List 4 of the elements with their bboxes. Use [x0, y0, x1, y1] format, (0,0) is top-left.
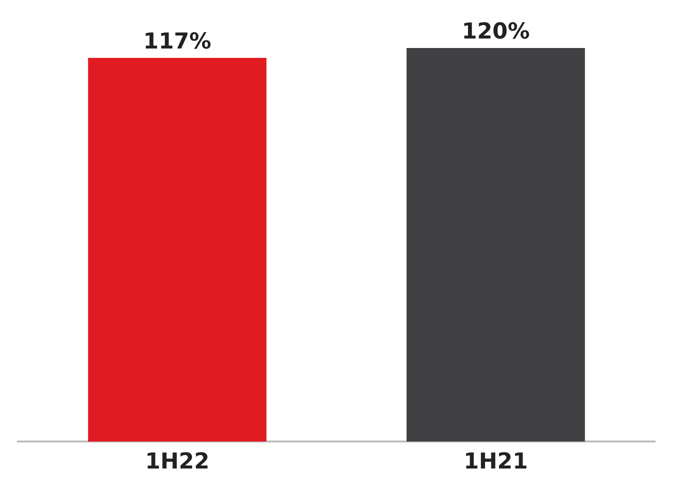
- data-label: 117%: [143, 30, 212, 55]
- x-tick-label: 1H22: [145, 450, 210, 475]
- data-label: 120%: [462, 20, 530, 45]
- x-tick-label: 1H21: [464, 450, 528, 475]
